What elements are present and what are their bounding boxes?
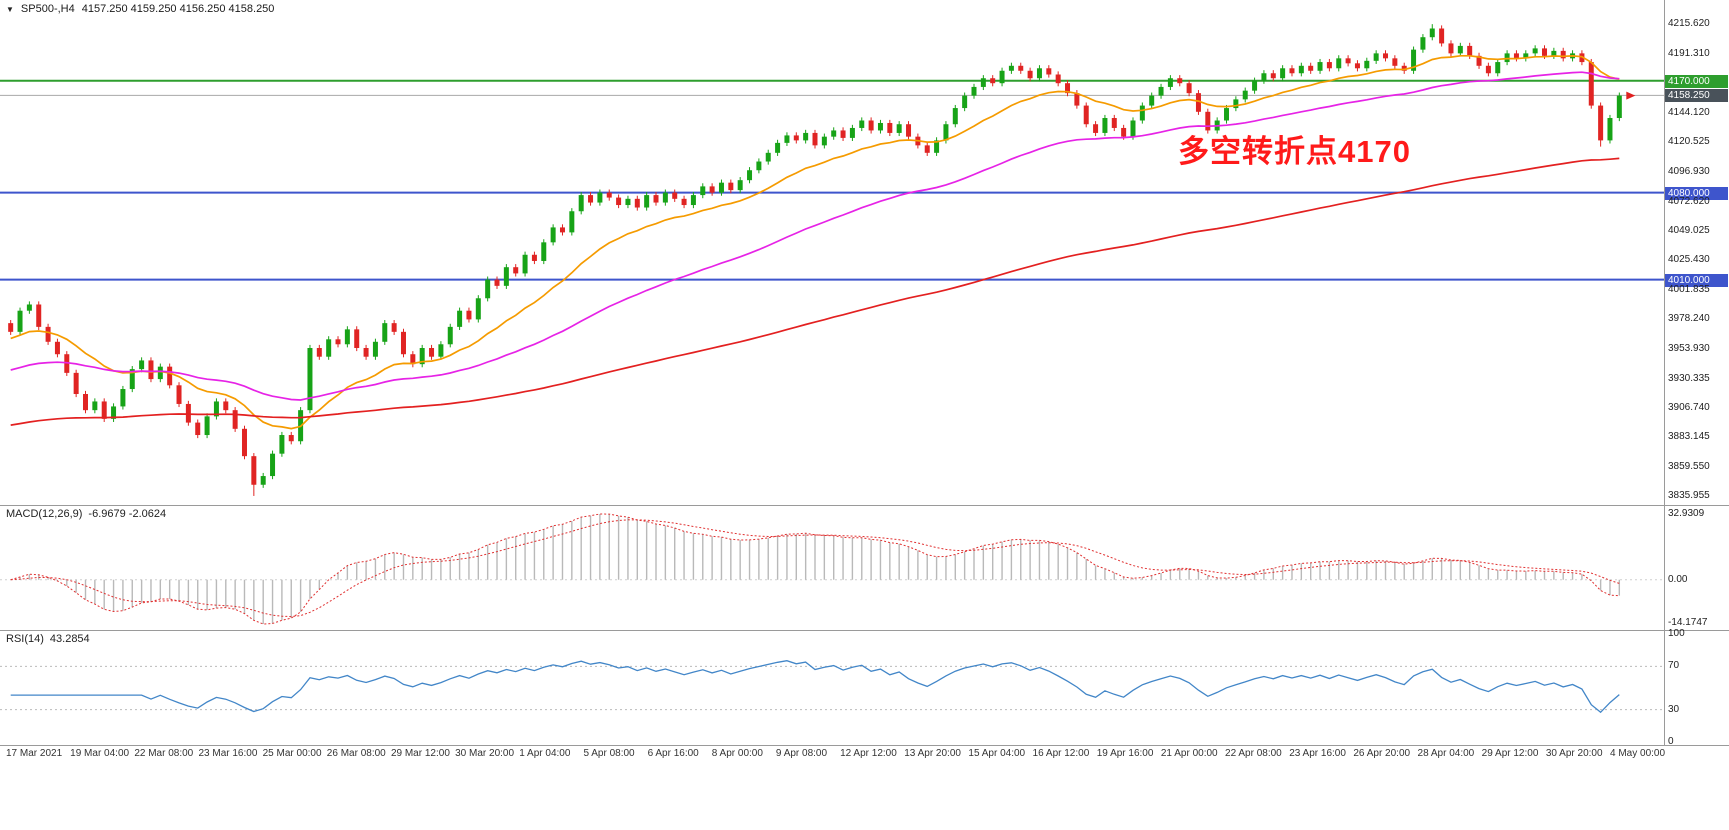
moving-average-lines — [10, 54, 1620, 430]
time-axis-label: 5 Apr 08:00 — [583, 748, 635, 759]
macd-axis-label: -14.1747 — [1668, 617, 1708, 628]
price-line-badge: 4010.000 — [1665, 273, 1728, 287]
time-axis-label: 29 Apr 12:00 — [1481, 748, 1539, 759]
price-tick-label: 3906.740 — [1668, 402, 1710, 413]
rsi-axis-label: 100 — [1668, 628, 1685, 639]
rsi-indicator-value: 43.2854 — [49, 633, 90, 645]
slow-ma-line — [10, 157, 1620, 426]
price-line-badge: 4170.000 — [1665, 74, 1728, 88]
time-axis-label: 21 Apr 00:00 — [1160, 748, 1218, 759]
collapse-triangle-icon[interactable]: ▼ — [6, 4, 14, 14]
macd-indicator — [0, 513, 1664, 625]
ohlc-readout: 4157.250 4159.250 4156.250 4158.250 — [81, 3, 275, 15]
macd-panel-label: MACD(12,26,9) -6.9679 -2.0624 — [6, 508, 166, 520]
time-axis-label: 23 Mar 16:00 — [198, 748, 258, 759]
medium-ma-line — [10, 71, 1620, 401]
price-tick-label: 3978.240 — [1668, 313, 1710, 325]
time-axis-label: 22 Mar 08:00 — [134, 748, 194, 759]
time-axis[interactable]: 17 Mar 2021 19 Mar 04:00 22 Mar 08:00 23 Ma… — [0, 747, 1729, 763]
macd-axis-label: 0.00 — [1668, 573, 1688, 585]
time-axis-label: 15 Apr 04:00 — [968, 748, 1026, 759]
macd-indicator-values: -6.9679 -2.0624 — [88, 508, 167, 520]
price-line-badge: 4080.000 — [1665, 186, 1728, 200]
price-tick-label: 3835.955 — [1668, 490, 1710, 501]
time-axis-label: 19 Mar 04:00 — [70, 748, 130, 759]
rsi-panel-label: RSI(14) 43.2854 — [6, 633, 90, 645]
rsi-axis-label: 0 — [1668, 736, 1674, 747]
time-axis-label: 30 Mar 20:00 — [455, 748, 515, 759]
time-axis-label: 1 Apr 04:00 — [519, 748, 571, 759]
current-price-arrow-icon — [1626, 91, 1636, 100]
symbol-timeframe-label: SP500-,H4 — [20, 3, 75, 15]
candlestick-series — [8, 24, 1622, 496]
time-axis-label: 13 Apr 20:00 — [904, 748, 961, 759]
time-axis-label: 29 Mar 12:00 — [390, 748, 450, 759]
rsi-line — [10, 660, 1620, 714]
time-axis-label: 4 May 00:00 — [1610, 748, 1666, 759]
price-tick-label: 4144.120 — [1668, 106, 1710, 118]
time-axis-label: 22 Apr 08:00 — [1225, 748, 1282, 759]
fast-ma-line — [10, 54, 1620, 430]
time-axis-label: 12 Apr 12:00 — [840, 748, 897, 759]
macd-indicator-name: MACD(12,26,9) — [6, 508, 83, 520]
rsi-indicator — [0, 660, 1664, 714]
rsi-axis-label: 70 — [1668, 660, 1680, 672]
price-tick-label: 4096.930 — [1668, 165, 1710, 177]
time-axis-label: 16 Apr 12:00 — [1032, 748, 1090, 759]
time-axis-label: 6 Apr 16:00 — [647, 748, 699, 759]
price-line-badge: 4158.250 — [1665, 89, 1728, 103]
price-tick-label: 4120.525 — [1668, 136, 1710, 148]
time-axis-label: 9 Apr 08:00 — [775, 748, 828, 759]
price-tick-label: 3883.145 — [1668, 431, 1710, 443]
time-axis-label: 30 Apr 20:00 — [1545, 748, 1603, 759]
price-tick-label: 4191.310 — [1668, 48, 1710, 60]
price-tick-label: 3930.335 — [1668, 372, 1710, 384]
price-tick-label: 4215.620 — [1668, 18, 1710, 29]
chart-header: ▼ SP500-,H4 4157.250 4159.250 4156.250 4… — [6, 3, 274, 15]
macd-axis-label: 32.9309 — [1668, 508, 1705, 519]
time-axis-label: 26 Apr 20:00 — [1353, 748, 1411, 759]
horizontal-level-lines — [0, 79, 1664, 281]
rsi-indicator-name: RSI(14) — [6, 633, 44, 645]
rsi-axis-label: 30 — [1668, 703, 1680, 715]
time-axis-label: 17 Mar 2021 — [6, 748, 63, 759]
price-annotation: 多空转折点4170 — [1178, 134, 1411, 169]
time-axis-label: 19 Apr 16:00 — [1096, 748, 1154, 759]
time-axis-label: 25 Mar 00:00 — [262, 748, 322, 759]
price-tick-label: 3953.930 — [1668, 343, 1710, 355]
macd-signal-line — [10, 519, 1620, 618]
time-axis-label: 26 Mar 08:00 — [326, 748, 386, 759]
price-tick-label: 4049.025 — [1668, 225, 1710, 237]
time-axis-label: 23 Apr 16:00 — [1289, 748, 1346, 759]
time-axis-label: 28 Apr 04:00 — [1417, 748, 1475, 759]
macd-main-line — [10, 513, 1620, 625]
price-tick-label: 4001.835 — [1668, 283, 1710, 295]
price-tick-label: 3859.550 — [1668, 460, 1710, 472]
price-tick-label: 4072.620 — [1668, 195, 1710, 207]
price-tick-label: 4025.430 — [1668, 254, 1710, 266]
time-axis-label: 8 Apr 00:00 — [711, 748, 763, 759]
